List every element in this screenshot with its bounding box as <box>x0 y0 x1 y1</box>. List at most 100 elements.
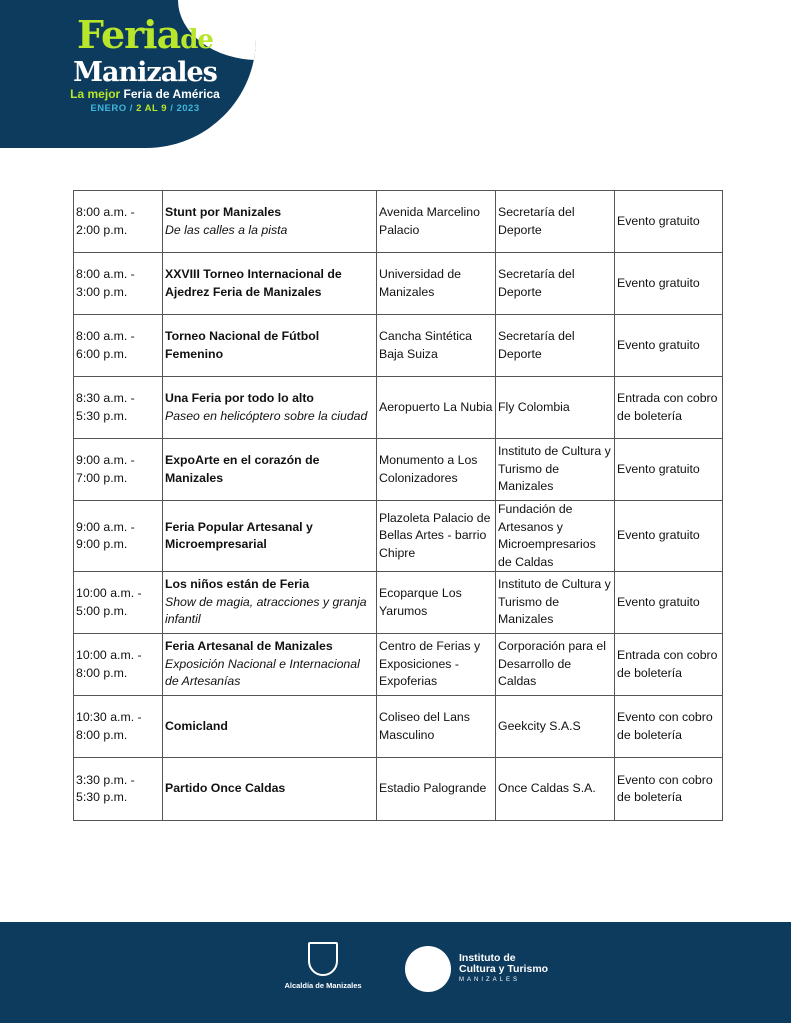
organizer-text: Secretaría del Deporte <box>498 329 575 361</box>
time-cell: 9:00 a.m. - 7:00 p.m. <box>73 438 163 501</box>
cost-cell: Evento con cobro de boletería <box>614 695 723 758</box>
event-title: Una Feria por todo lo alto <box>165 391 314 405</box>
time-text: 9:00 a.m. - 9:00 p.m. <box>76 519 135 552</box>
time-cell: 9:00 a.m. - 9:00 p.m. <box>73 500 163 572</box>
event-title: XXVIII Torneo Internacional de Ajedrez F… <box>165 267 342 299</box>
event-cell: ExpoArte en el corazón de Manizales <box>162 438 377 501</box>
place-cell: Coliseo del Lans Masculino <box>376 695 496 758</box>
tagline-green: La mejor <box>70 87 121 101</box>
table-row: 8:00 a.m. - 2:00 p.m. Stunt por Manizales… <box>73 190 723 253</box>
place-cell: Aeropuerto La Nubia <box>376 376 496 439</box>
cost-text: Entrada con cobro de boletería <box>617 648 718 680</box>
organizer-cell: Instituto de Cultura y Turismo de Maniza… <box>495 571 615 634</box>
organizer-cell: Once Caldas S.A. <box>495 757 615 821</box>
organizer-cell: Corporación para el Desarrollo de Caldas <box>495 633 615 696</box>
time-cell: 10:30 a.m. - 8:00 p.m. <box>73 695 163 758</box>
table-row: 9:00 a.m. - 7:00 p.m. ExpoArte en el cora… <box>73 438 723 501</box>
time-text: 8:30 a.m. - 5:30 p.m. <box>76 391 135 423</box>
cost-text: Evento gratuito <box>617 275 700 290</box>
event-title: Comicland <box>165 718 228 733</box>
logo-manizales: Manizales <box>73 57 218 88</box>
event-cell: XXVIII Torneo Internacional de Ajedrez F… <box>162 252 377 315</box>
feria-logo-banner <box>0 0 256 148</box>
organizer-text: Secretaría del Deporte <box>498 205 575 237</box>
cost-cell: Evento gratuito <box>614 252 723 315</box>
table-row: 10:00 a.m. - 8:00 p.m. Feria Artesanal de… <box>73 633 723 696</box>
cost-text: Evento gratuito <box>617 337 700 352</box>
event-subtitle: Exposición Nacional e Internacional de A… <box>165 656 360 689</box>
place-cell: Cancha Sintética Baja Suiza <box>376 314 496 377</box>
cost-cell: Evento gratuito <box>614 190 723 253</box>
inst-line1: Instituto de <box>459 951 516 964</box>
cost-cell: Evento gratuito <box>614 571 723 634</box>
table-row: 10:30 a.m. - 8:00 p.m. Comicland Coliseo d… <box>73 695 723 758</box>
organizer-cell: Secretaría del Deporte <box>495 252 615 315</box>
cost-cell: Evento gratuito <box>614 438 723 501</box>
time-text: 8:00 a.m. - 6:00 p.m. <box>76 329 135 361</box>
alcaldia-label: Alcaldía de Manizales <box>284 981 362 990</box>
organizer-cell: Instituto de Cultura y Turismo de Maniza… <box>495 438 615 501</box>
place-text: Estadio Palogrande <box>379 781 487 796</box>
time-cell: 8:00 a.m. - 2:00 p.m. <box>73 190 163 253</box>
cost-cell: Entrada con cobro de boletería <box>614 376 723 439</box>
place-cell: Universidad de Manizales <box>376 252 496 315</box>
cost-text: Evento con cobro de boletería <box>617 772 713 805</box>
place-text: Aeropuerto La Nubia <box>379 399 493 414</box>
cost-cell: Evento gratuito <box>614 500 723 572</box>
organizer-cell: Geekcity S.A.S <box>495 695 615 758</box>
cost-cell: Entrada con cobro de boletería <box>614 633 723 696</box>
place-cell: Ecoparque Los Yarumos <box>376 571 496 634</box>
cost-text: Evento con cobro de boletería <box>617 710 713 742</box>
time-text: 10:00 a.m. - 5:00 p.m. <box>76 586 142 618</box>
cost-text: Entrada con cobro de boletería <box>617 391 718 423</box>
time-text: 3:30 p.m. - 5:30 p.m. <box>76 772 135 805</box>
cost-text: Evento gratuito <box>617 461 700 476</box>
event-title: ExpoArte en el corazón de Manizales <box>165 453 320 485</box>
organizer-cell: Secretaría del Deporte <box>495 314 615 377</box>
place-text: Ecoparque Los Yarumos <box>379 586 462 618</box>
time-text: 8:00 a.m. - 3:00 p.m. <box>76 267 135 299</box>
alcaldia-logo: Alcaldía de Manizales <box>278 942 368 990</box>
feria-logo: Feriade Manizales La mejor Feria de Amér… <box>50 16 240 116</box>
time-cell: 8:00 a.m. - 6:00 p.m. <box>73 314 163 377</box>
event-title: Feria Popular Artesanal y Microempresari… <box>165 519 313 552</box>
inst-line2: Cultura y Turismo <box>459 962 549 975</box>
time-cell: 10:00 a.m. - 5:00 p.m. <box>73 571 163 634</box>
event-title: Los niños están de Feria <box>165 577 310 592</box>
organizer-cell: Fly Colombia <box>495 376 615 439</box>
time-cell: 10:00 a.m. - 8:00 p.m. <box>73 633 163 696</box>
organizer-text: Fundación de Artesanos y Microempresario… <box>498 502 596 569</box>
time-text: 9:00 a.m. - 7:00 p.m. <box>76 453 135 485</box>
date-month: ENERO / <box>90 103 133 114</box>
footer: Alcaldía de Manizales Instituto de Cultu… <box>0 922 791 1023</box>
events-table: 8:00 a.m. - 2:00 p.m. Stunt por Manizales… <box>73 190 723 821</box>
place-text: Coliseo del Lans Masculino <box>379 710 470 742</box>
event-cell: Comicland <box>162 695 377 758</box>
cost-cell: Evento con cobro de boletería <box>614 757 723 821</box>
event-title: Partido Once Caldas <box>165 781 286 796</box>
time-text: 10:00 a.m. - 8:00 p.m. <box>76 648 142 680</box>
organizer-text: Instituto de Cultura y Turismo de Maniza… <box>498 444 611 494</box>
place-text: Avenida Marcelino Palacio <box>379 205 480 237</box>
place-cell: Monumento a Los Colonizadores <box>376 438 496 501</box>
logo-de: de <box>180 25 214 55</box>
logo-tagline: La mejor Feria de América <box>50 87 240 102</box>
event-title: Feria Artesanal de Manizales <box>165 639 333 654</box>
place-cell: Estadio Palogrande <box>376 757 496 821</box>
organizer-text: Secretaría del Deporte <box>498 267 575 299</box>
event-cell: Una Feria por todo lo alto Paseo en helic… <box>162 376 377 439</box>
organizer-text: Geekcity S.A.S <box>498 718 581 733</box>
organizer-text: Once Caldas S.A. <box>498 781 596 796</box>
organizer-text: Corporación para el Desarrollo de Caldas <box>498 639 607 689</box>
time-cell: 3:30 p.m. - 5:30 p.m. <box>73 757 163 821</box>
date-year: / 2023 <box>170 103 200 114</box>
organizer-cell: Fundación de Artesanos y Microempresario… <box>495 500 615 572</box>
place-text: Centro de Ferias y Exposiciones - Expofe… <box>379 639 481 689</box>
table-row: 8:00 a.m. - 6:00 p.m. Torneo Nacional de … <box>73 314 723 377</box>
organizer-text: Instituto de Cultura y Turismo de Maniza… <box>498 577 611 627</box>
table-row: 9:00 a.m. - 9:00 p.m. Feria Popular Artes… <box>73 500 723 572</box>
event-cell: Stunt por Manizales De las calles a la pi… <box>162 190 377 253</box>
cost-cell: Evento gratuito <box>614 314 723 377</box>
time-text: 10:30 a.m. - 8:00 p.m. <box>76 710 142 742</box>
place-cell: Centro de Ferias y Exposiciones - Expofe… <box>376 633 496 696</box>
